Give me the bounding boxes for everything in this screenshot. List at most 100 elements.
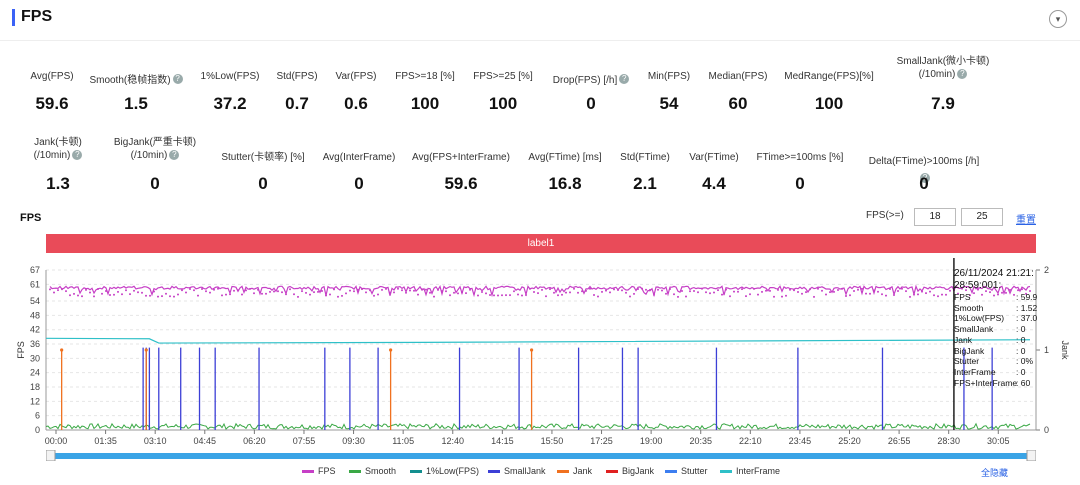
time-range-scrollbar[interactable] <box>46 450 1036 461</box>
legend-item[interactable]: FPS <box>302 466 336 476</box>
fps-threshold-input-2[interactable]: 25 <box>961 208 1003 226</box>
fps-point <box>285 293 287 296</box>
help-icon[interactable]: ? <box>619 73 630 84</box>
fps-point <box>693 290 695 292</box>
fps-point <box>821 289 823 292</box>
fps-point <box>377 293 379 296</box>
fps-point <box>73 292 75 295</box>
fps-point <box>537 292 539 295</box>
hide-all-link[interactable]: 全隐藏 <box>981 468 1009 478</box>
metric-value: 0 <box>258 174 268 193</box>
metric-avg-fps: Avg(FPS) 59.6 <box>0 70 112 113</box>
fps-point <box>665 292 667 295</box>
fps-point <box>85 288 87 291</box>
legend-item[interactable]: 1%Low(FPS) <box>410 466 479 476</box>
help-icon[interactable]: ? <box>169 150 180 161</box>
help-icon[interactable]: ? <box>957 69 968 80</box>
metric-avg-fps-interframe: Avg(FPS+InterFrame) 59.6 <box>401 151 521 193</box>
fps-point <box>133 289 135 292</box>
help-icon[interactable]: ? <box>72 150 83 161</box>
fps-point <box>577 291 579 294</box>
fps-point <box>313 291 315 294</box>
fps-point <box>397 287 399 290</box>
fps-point <box>261 292 263 295</box>
fps-point <box>181 289 183 292</box>
fps-point <box>177 293 179 296</box>
fps-point <box>89 291 91 294</box>
fps-point <box>865 292 867 295</box>
legend-swatch <box>349 470 361 474</box>
fps-point <box>961 287 963 290</box>
fps-point <box>69 294 71 297</box>
fps-point <box>801 292 803 295</box>
fps-filter-label: FPS(>=) <box>866 210 904 221</box>
fps-point <box>1021 288 1023 291</box>
help-icon[interactable]: ? <box>920 172 930 183</box>
tooltip-key: Stutter <box>954 356 980 367</box>
panel-header: FPS ▾ <box>0 0 1080 41</box>
legend-swatch <box>665 470 677 474</box>
legend-item[interactable]: Stutter <box>665 466 708 476</box>
fps-threshold-input-1[interactable]: 18 <box>914 208 956 226</box>
y-tick-label: 12 <box>30 396 40 406</box>
fps-point <box>1001 291 1003 294</box>
range-label-bar[interactable]: label1 <box>46 234 1036 253</box>
scrollbar-left-handle[interactable] <box>46 450 56 461</box>
fps-point <box>117 290 119 293</box>
tooltip-value: : 0 <box>1016 324 1026 335</box>
fps-point <box>941 293 943 296</box>
scrollbar-right-handle[interactable] <box>1026 450 1036 461</box>
y-tick-label: 18 <box>30 382 40 392</box>
legend-item[interactable]: Smooth <box>349 466 396 476</box>
fps-point <box>493 294 495 297</box>
fps-point <box>845 295 847 297</box>
metric-ftime-100ms: FTime>=100ms [%] 0 <box>740 151 860 193</box>
fps-point <box>681 290 683 292</box>
fps-point <box>221 294 223 297</box>
fps-point <box>297 295 299 298</box>
fps-point <box>981 293 983 296</box>
fps-point <box>913 293 915 296</box>
fps-point <box>329 293 331 296</box>
metric-value: 0.6 <box>344 94 368 113</box>
fps-point <box>553 291 555 294</box>
tooltip-value: : 60 <box>1016 377 1031 388</box>
legend-item[interactable]: InterFrame <box>720 466 780 476</box>
scrollbar-track <box>46 453 1036 459</box>
title-accent-bar <box>12 9 15 26</box>
fps-point <box>677 295 679 298</box>
metric-fps-25: FPS>=25 [%] 100 <box>443 70 563 113</box>
collapse-toggle-icon[interactable]: ▾ <box>1049 10 1067 28</box>
fps-point <box>469 288 471 291</box>
reset-link[interactable]: 重置 <box>1016 215 1036 226</box>
fps-point <box>249 287 251 290</box>
metric-median-fps: Median(FPS) 60 <box>678 70 798 113</box>
fps-point <box>669 288 671 290</box>
fps-point <box>237 289 239 292</box>
metric-value: 100 <box>814 94 844 113</box>
fps-point <box>609 291 611 294</box>
fps-point <box>853 290 855 292</box>
fps-point <box>449 294 451 297</box>
fps-point <box>581 290 583 293</box>
fps-point <box>593 294 595 296</box>
legend-item[interactable]: Jank <box>557 466 592 476</box>
metric-min-fps: Min(FPS) 54 <box>609 70 729 113</box>
tooltip-row: FPS: 59.9 <box>954 292 1038 303</box>
fps-point <box>121 293 123 296</box>
tooltip-value: : 0 <box>1016 334 1026 345</box>
help-icon[interactable]: ? <box>172 73 183 84</box>
fps-point <box>933 294 935 297</box>
legend-swatch <box>410 470 422 474</box>
legend-item[interactable]: BigJank <box>606 466 654 476</box>
fps-point <box>341 294 343 297</box>
fps-point <box>657 288 659 291</box>
fps-point <box>549 288 551 291</box>
fps-point <box>985 290 987 293</box>
fps-point <box>973 292 975 295</box>
metric-value: 4.4 <box>702 174 726 193</box>
metric-value: 0 <box>150 174 160 193</box>
legend-swatch <box>606 470 618 474</box>
legend-item[interactable]: SmallJank <box>488 466 546 476</box>
